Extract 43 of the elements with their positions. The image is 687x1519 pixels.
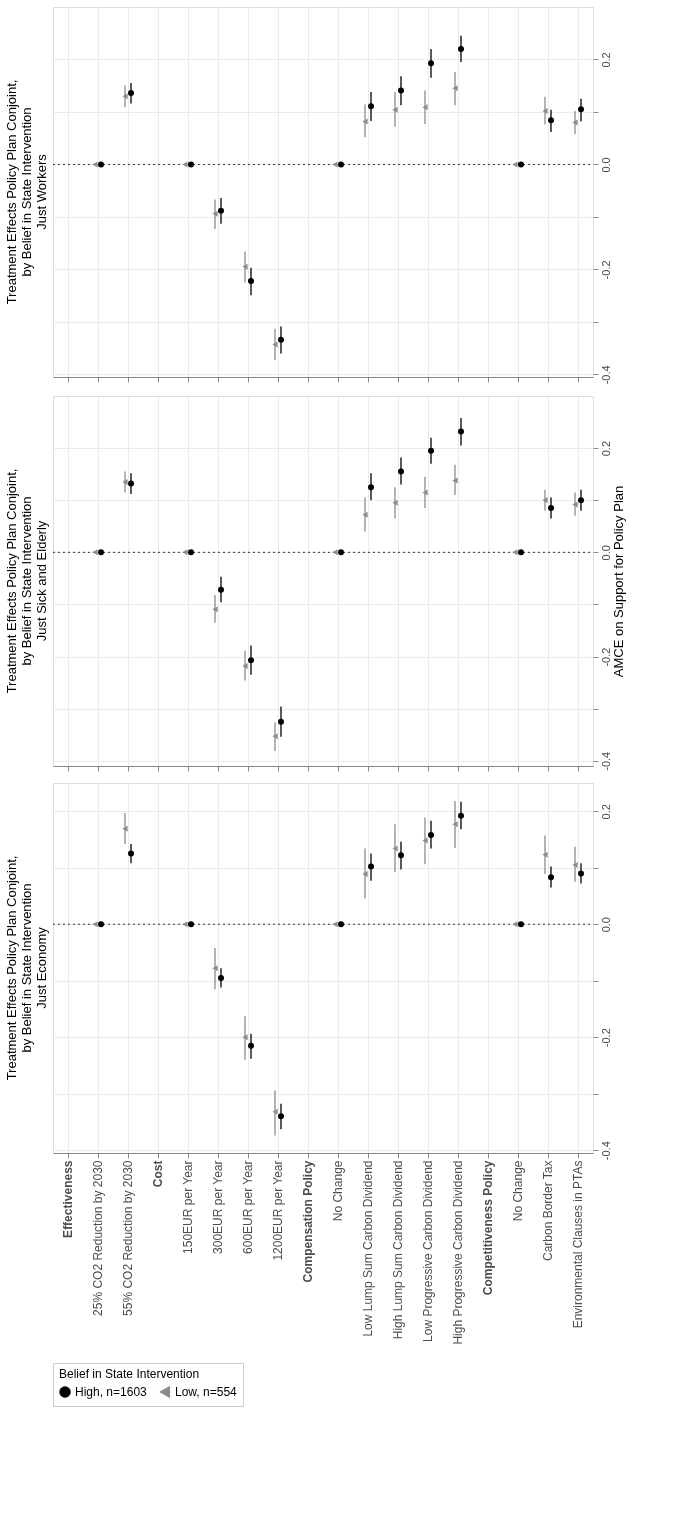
y-tick-label: -0.4 xyxy=(599,751,612,771)
text: by Belief in State Intervention xyxy=(18,107,34,277)
y-tick-label: 0.2 xyxy=(599,804,612,820)
text: Just Sick and Elderly xyxy=(33,520,49,642)
text: by Belief in State Intervention xyxy=(18,496,34,666)
x-tick-label: Environmental Clauses in PTAs xyxy=(571,1160,585,1329)
text: Just Workers xyxy=(33,154,49,230)
y-tick-label: -0.2 xyxy=(599,260,612,280)
x-tick-label: Effectiveness xyxy=(61,1160,75,1238)
x-tick-label: Compensation Policy xyxy=(301,1160,315,1283)
x-tick-label: 300EUR per Year xyxy=(211,1160,225,1254)
text: Treatment Effects Policy Plan Conjoint, xyxy=(3,855,19,1081)
y-tick-label: -0.4 xyxy=(599,365,612,385)
y-tick-label: 0.0 xyxy=(599,545,612,561)
legend-title: Belief in State Intervention xyxy=(59,1367,200,1381)
x-tick-label: No Change xyxy=(331,1160,345,1222)
x-tick-label: Low Lump Sum Carbon Dividend xyxy=(361,1160,375,1337)
y-tick-label: 0.2 xyxy=(599,440,612,457)
y-tick-label: -0.4 xyxy=(599,1141,612,1161)
x-tick-label: Low Progressive Carbon Dividend xyxy=(421,1160,435,1342)
text: Treatment Effects Policy Plan Conjoint, xyxy=(3,79,19,305)
y-tick-label: -0.2 xyxy=(599,647,612,667)
y-axis-title: AMCE on Support for Policy Plan xyxy=(610,485,626,678)
x-tick-label: 25% CO2 Reduction by 2030 xyxy=(91,1160,105,1316)
y-tick-label: 0.2 xyxy=(599,52,612,68)
x-tick-label: Cost xyxy=(151,1160,165,1188)
y-tick-label: 0.0 xyxy=(599,917,612,933)
text: by Belief in State Intervention xyxy=(18,883,34,1053)
y-tick-label: 0.0 xyxy=(599,157,612,173)
x-tick-label: High Lump Sum Carbon Dividend xyxy=(391,1160,405,1340)
legend-label: High, n=1603 xyxy=(75,1385,148,1399)
x-tick-label: High Progressive Carbon Dividend xyxy=(451,1160,465,1345)
legend-label: Low, n=554 xyxy=(175,1385,238,1399)
text: Treatment Effects Policy Plan Conjoint, xyxy=(3,468,19,694)
x-tick-label: 55% CO2 Reduction by 2030 xyxy=(121,1160,135,1316)
x-tick-label: 600EUR per Year xyxy=(241,1160,255,1254)
x-tick-label: Competitiveness Policy xyxy=(481,1160,495,1296)
x-tick-label: 1200EUR per Year xyxy=(271,1160,285,1261)
y-tick-label: -0.2 xyxy=(599,1028,612,1048)
x-tick-label: 150EUR per Year xyxy=(181,1160,195,1254)
text: Just Economy xyxy=(33,927,49,1009)
x-tick-label: Carbon Border Tax xyxy=(541,1160,555,1261)
x-tick-label: No Change xyxy=(511,1160,525,1222)
